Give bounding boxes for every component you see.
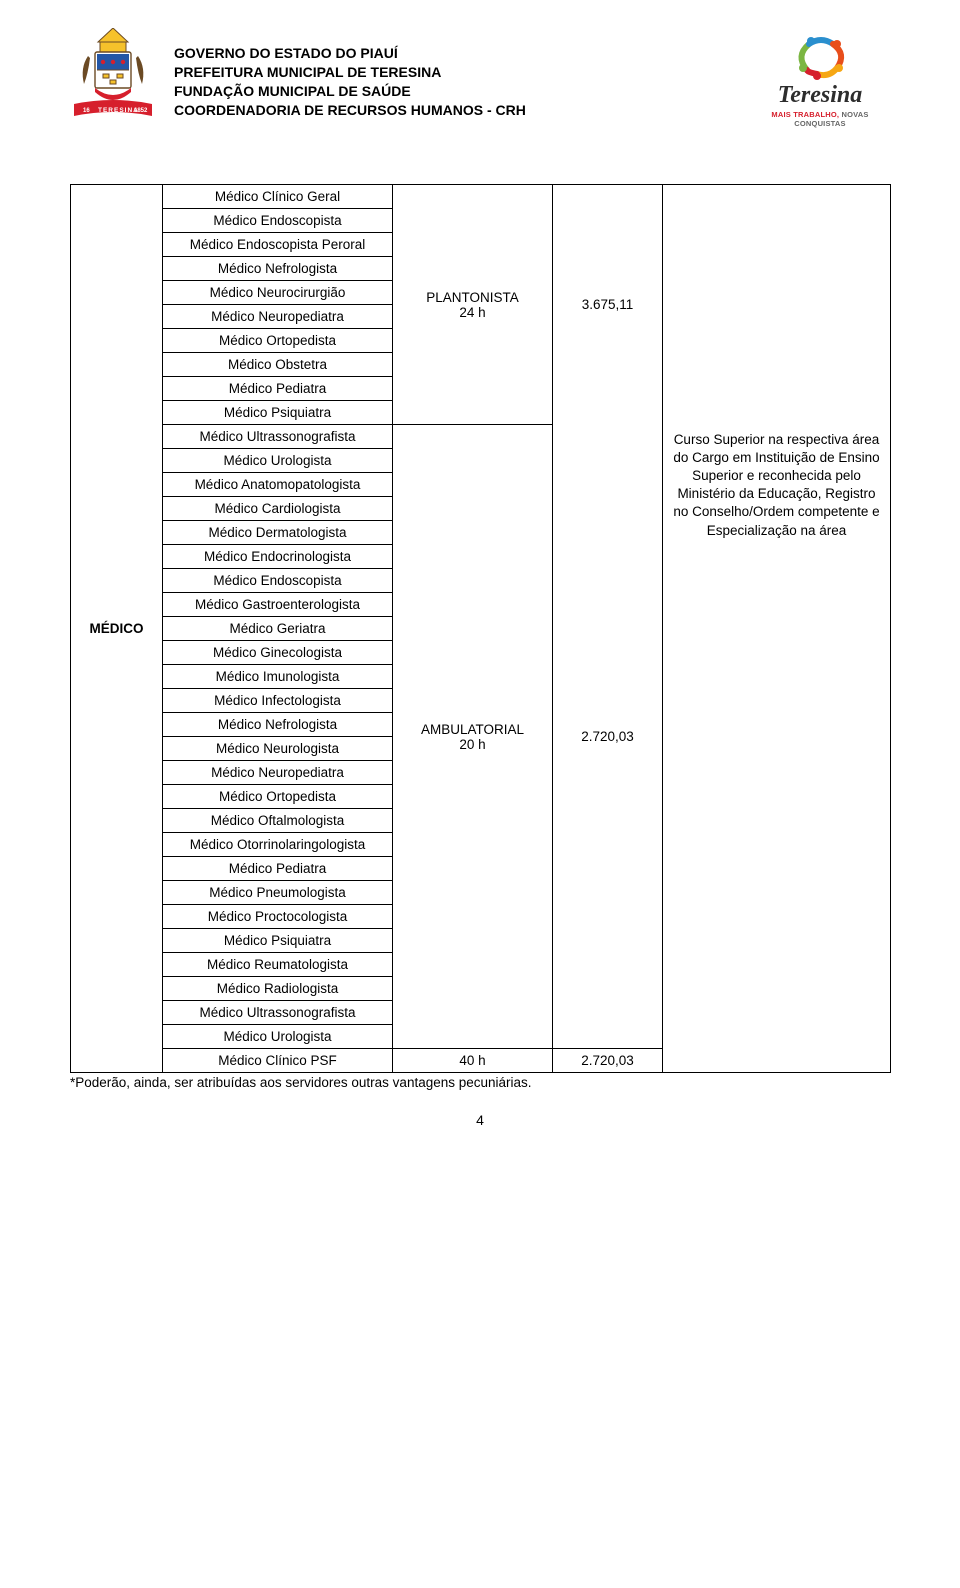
header-line-3: FUNDAÇÃO MUNICIPAL DE SAÚDE [174,82,732,101]
value-ambulatorial: 2.720,03 [553,425,663,1049]
value-psf: 2.720,03 [553,1049,663,1073]
teresina-logo: Teresina MAIS TRABALHO, NOVAS CONQUISTAS [750,28,890,128]
position-cell: Médico Dermatologista [163,521,393,545]
footnote: *Poderão, ainda, ser atribuídas aos serv… [70,1075,890,1090]
header-line-4: COORDENADORIA DE RECURSOS HUMANOS - CRH [174,101,732,120]
municipal-crest: 16 TERESINA 1852 [70,28,156,122]
document-header: 16 TERESINA 1852 GOVERNO DO ESTADO DO PI… [70,28,890,128]
position-cell: Médico Neurocirurgião [163,281,393,305]
position-cell: Médico Pediatra [163,857,393,881]
position-cell: Médico Otorrinolaringologista [163,833,393,857]
value-plantonista: 3.675,11 [553,185,663,425]
position-cell: Médico Psiquiatra [163,929,393,953]
position-cell: Médico Neuropediatra [163,305,393,329]
header-line-1: GOVERNO DO ESTADO DO PIAUÍ [174,44,732,63]
position-cell: Médico Endoscopista [163,569,393,593]
position-cell: Médico Pediatra [163,377,393,401]
header-line-2: PREFEITURA MUNICIPAL DE TERESINA [174,63,732,82]
position-cell: Médico Nefrologista [163,257,393,281]
position-cell: Médico Oftalmologista [163,809,393,833]
position-cell: Médico Ginecologista [163,641,393,665]
position-cell: Médico Ultrassonografista [163,425,393,449]
position-cell: Médico Clínico Geral [163,185,393,209]
position-cell: Médico Obstetra [163,353,393,377]
position-cell: Médico Anatomopatologista [163,473,393,497]
regime-ambulatorial: AMBULATORIAL20 h [393,425,553,1049]
svg-text:TERESINA: TERESINA [98,107,139,114]
regime-plantonista: PLANTONISTA24 h [393,185,553,425]
position-cell: Médico Infectologista [163,689,393,713]
position-cell: Médico Neurologista [163,737,393,761]
position-cell: Médico Ultrassonografista [163,1001,393,1025]
position-cell: Médico Proctocologista [163,905,393,929]
position-cell: Médico Cardiologista [163,497,393,521]
page-number: 4 [70,1112,890,1128]
header-text-block: GOVERNO DO ESTADO DO PIAUÍ PREFEITURA MU… [174,28,732,120]
position-cell: Médico Neuropediatra [163,761,393,785]
regime-psf: 40 h [393,1049,553,1073]
requirements-upper [663,185,891,425]
position-cell: Médico Pneumologista [163,881,393,905]
svg-text:1852: 1852 [134,108,148,114]
svg-text:16: 16 [83,108,90,114]
position-cell: Médico Endoscopista [163,209,393,233]
position-psf: Médico Clínico PSF [163,1049,393,1073]
position-cell: Médico Gastroenterologista [163,593,393,617]
position-cell: Médico Nefrologista [163,713,393,737]
category-cell: MÉDICO [71,185,163,1073]
logo-tagline: MAIS TRABALHO, NOVAS CONQUISTAS [750,110,890,128]
requirements-cell: Curso Superior na respectiva área do Car… [663,425,891,1073]
position-cell: Médico Ortopedista [163,785,393,809]
position-cell: Médico Endoscopista Peroral [163,233,393,257]
position-cell: Médico Urologista [163,1025,393,1049]
logo-brand: Teresina [750,82,890,109]
position-cell: Médico Radiologista [163,977,393,1001]
position-cell: Médico Ortopedista [163,329,393,353]
position-cell: Médico Imunologista [163,665,393,689]
position-cell: Médico Geriatra [163,617,393,641]
position-cell: Médico Psiquiatra [163,401,393,425]
position-cell: Médico Urologista [163,449,393,473]
position-cell: Médico Reumatologista [163,953,393,977]
positions-table: MÉDICOMédico Clínico GeralPLANTONISTA24 … [70,184,891,1073]
position-cell: Médico Endocrinologista [163,545,393,569]
